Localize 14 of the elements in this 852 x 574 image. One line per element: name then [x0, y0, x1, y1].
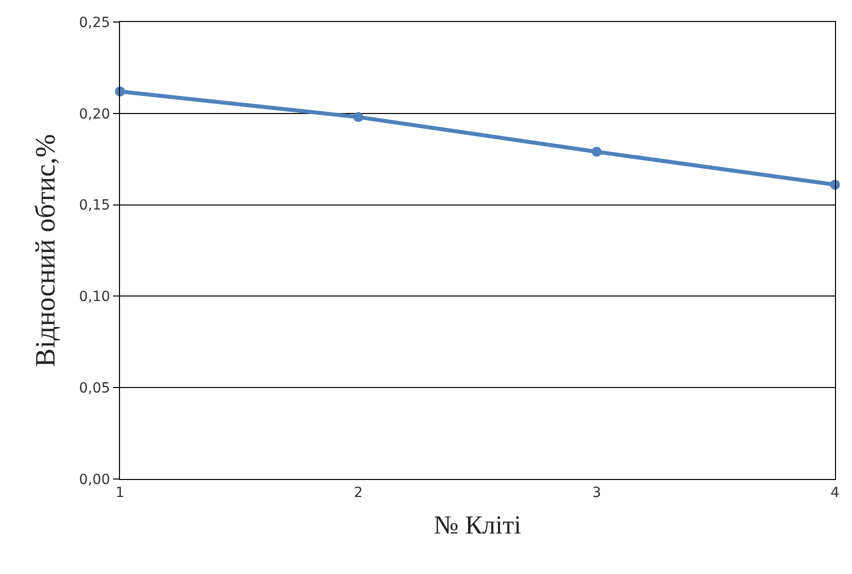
y-tick-label: 0,20: [79, 106, 110, 122]
y-axis-title: Відносний обтис,%: [30, 134, 62, 367]
x-axis-title: № Кліті: [434, 510, 522, 540]
y-tick-label: 0,00: [79, 472, 110, 488]
y-tick-label: 0,25: [79, 14, 110, 31]
y-tick-label: 0,05: [79, 380, 110, 396]
y-tick-label: 0,15: [79, 198, 110, 214]
y-tick-label: 0,10: [79, 289, 110, 306]
x-tick-label: 2: [354, 484, 363, 501]
x-tick-label: 4: [830, 484, 840, 501]
x-tick-label: 1: [116, 484, 124, 501]
x-tick-label: 3: [592, 484, 602, 501]
point: [353, 112, 364, 122]
point: [592, 146, 602, 157]
